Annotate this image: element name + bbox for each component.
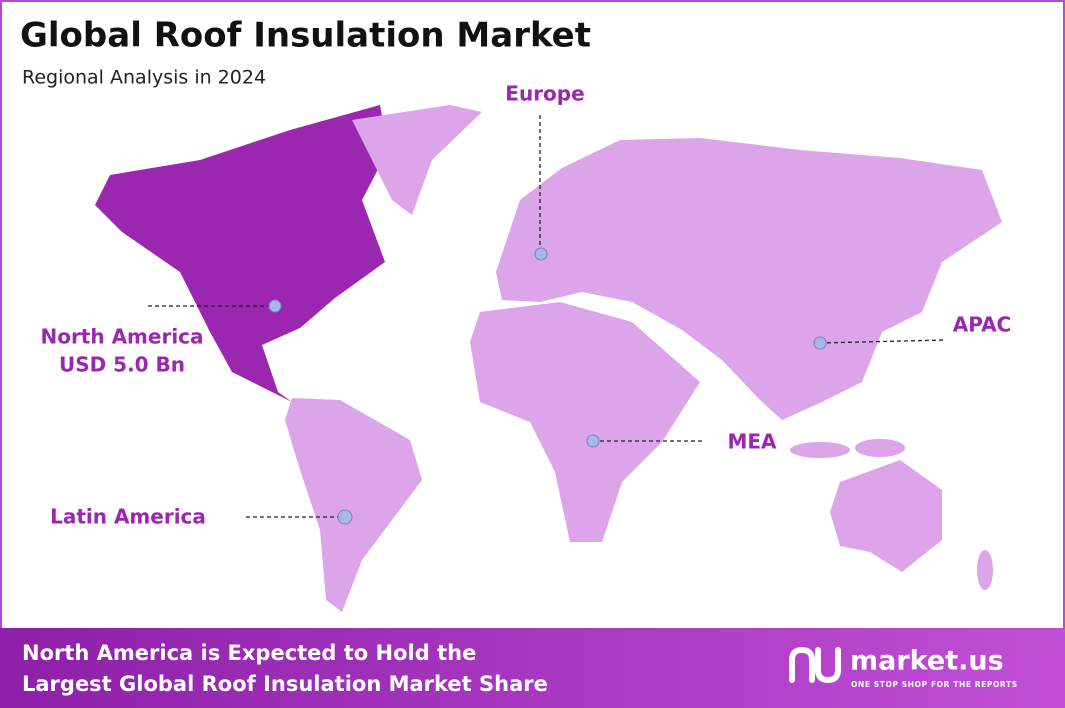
eurasia	[496, 138, 1002, 420]
africa	[470, 302, 700, 542]
region-label: Latin America	[50, 505, 206, 529]
footer-band	[0, 628, 1065, 708]
greenland	[352, 105, 482, 215]
marker	[337, 509, 353, 525]
brand-name: market.us	[850, 646, 1004, 677]
world-map	[95, 105, 1002, 612]
south-america	[285, 398, 422, 612]
brand-logo	[789, 646, 841, 684]
footer-text: Largest Global Roof Insulation Market Sh…	[22, 672, 548, 696]
region-label: APAC	[953, 313, 1011, 337]
islands	[855, 439, 905, 457]
marker	[534, 247, 548, 261]
australia	[830, 460, 942, 572]
logo-icon	[789, 646, 841, 684]
region-value: USD 5.0 Bn	[59, 353, 185, 377]
subtitle: Regional Analysis in 2024	[22, 67, 266, 89]
region-label: Europe	[505, 82, 584, 106]
footer-text: North America is Expected to Hold the	[22, 641, 476, 665]
region-label: MEA	[727, 430, 777, 454]
region-label: North America	[40, 325, 203, 349]
marker	[586, 434, 600, 448]
marker	[813, 336, 827, 350]
islands	[790, 442, 850, 458]
new-zealand	[977, 550, 993, 590]
leaders	[148, 115, 946, 525]
marker	[268, 299, 282, 313]
brand-tagline: ONE STOP SHOP FOR THE REPORTS	[851, 680, 1018, 689]
north-america	[95, 105, 388, 402]
title: Global Roof Insulation Market	[20, 16, 591, 56]
